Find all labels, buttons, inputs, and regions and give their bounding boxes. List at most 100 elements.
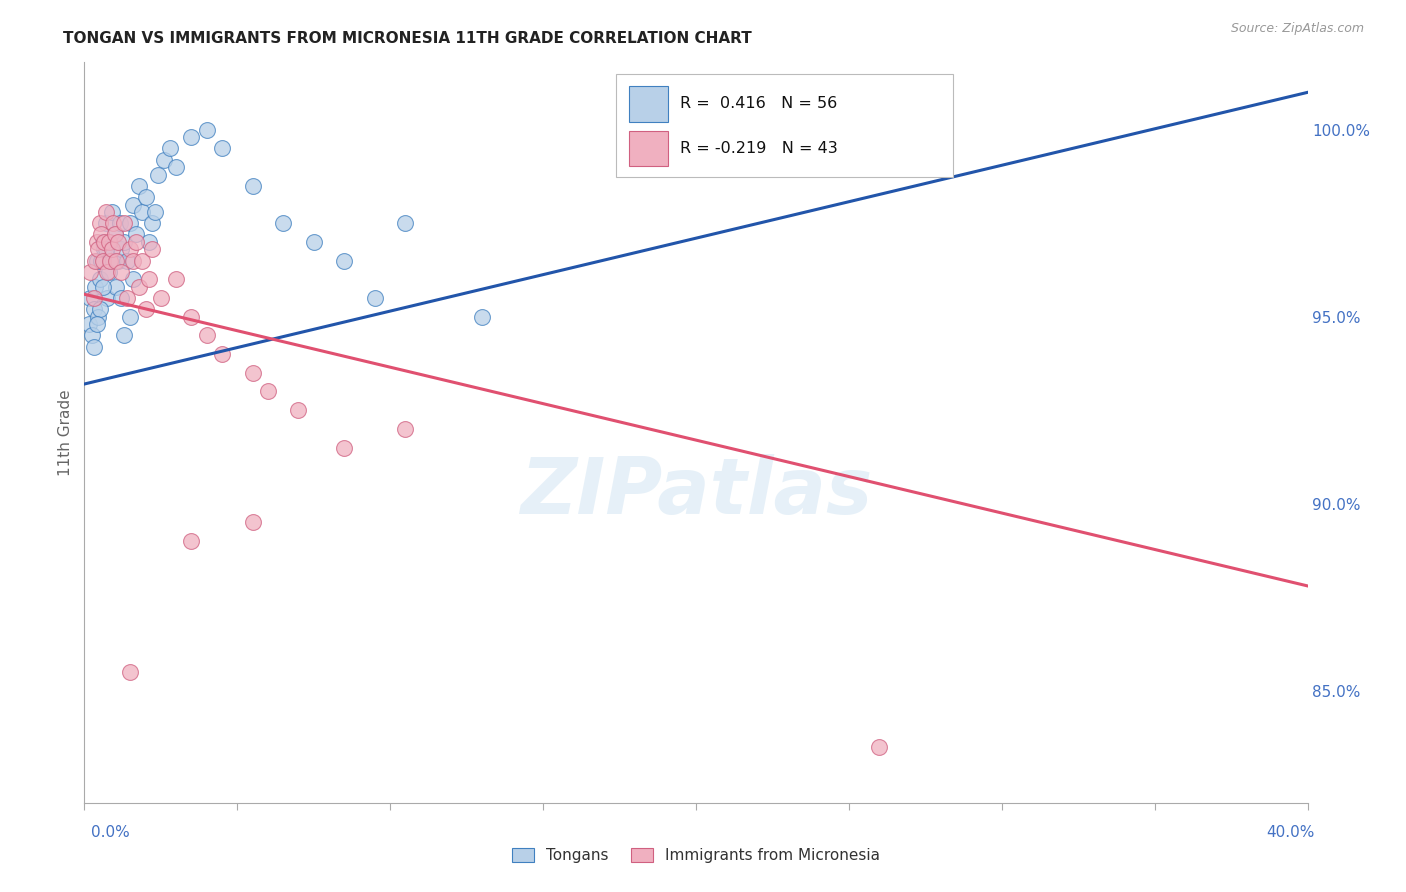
Point xyxy=(135,302,157,317)
Point xyxy=(138,235,160,249)
Point xyxy=(84,280,107,294)
Text: ZIPatlas: ZIPatlas xyxy=(520,454,872,530)
Point xyxy=(112,216,135,230)
Point xyxy=(159,141,181,155)
Y-axis label: 11th Grade: 11th Grade xyxy=(58,389,73,476)
Point xyxy=(141,216,163,230)
Point xyxy=(89,216,111,230)
Point xyxy=(120,310,142,324)
Point xyxy=(94,216,117,230)
Point xyxy=(91,280,114,294)
Point xyxy=(80,328,103,343)
Point xyxy=(104,227,127,242)
Point xyxy=(146,168,169,182)
Point xyxy=(112,328,135,343)
Point xyxy=(149,291,172,305)
Point xyxy=(104,227,127,242)
Bar xyxy=(628,87,668,121)
Point xyxy=(128,178,150,193)
Point xyxy=(87,243,110,257)
Bar xyxy=(616,73,953,178)
Point xyxy=(96,291,118,305)
Point xyxy=(94,205,117,219)
Bar xyxy=(628,130,668,166)
Point xyxy=(165,272,187,286)
Point xyxy=(242,366,264,380)
Point xyxy=(84,253,107,268)
Point xyxy=(93,243,115,257)
Point xyxy=(101,243,124,257)
Point xyxy=(110,243,132,257)
Point xyxy=(180,130,202,145)
Point xyxy=(125,227,148,242)
Point xyxy=(122,197,145,211)
Point xyxy=(211,347,233,361)
Text: R =  0.416   N = 56: R = 0.416 N = 56 xyxy=(681,96,838,112)
Point xyxy=(96,265,118,279)
Point xyxy=(122,253,145,268)
Point xyxy=(394,422,416,436)
Point xyxy=(195,328,218,343)
Point xyxy=(120,243,142,257)
Point xyxy=(112,235,135,249)
Text: 0.0%: 0.0% xyxy=(91,825,131,840)
Point xyxy=(242,178,264,193)
Point xyxy=(257,384,280,399)
Point xyxy=(97,235,120,249)
Point xyxy=(125,235,148,249)
Point xyxy=(135,190,157,204)
Point xyxy=(115,291,138,305)
Point xyxy=(120,216,142,230)
Point xyxy=(394,216,416,230)
Point xyxy=(869,739,891,754)
Point xyxy=(101,205,124,219)
Point xyxy=(120,665,142,679)
Point xyxy=(131,253,153,268)
Text: Source: ZipAtlas.com: Source: ZipAtlas.com xyxy=(1230,22,1364,36)
Point xyxy=(180,310,202,324)
Point xyxy=(89,272,111,286)
Point xyxy=(98,235,121,249)
Point xyxy=(195,122,218,136)
Point xyxy=(122,272,145,286)
Point xyxy=(107,235,129,249)
Point xyxy=(86,235,108,249)
Point xyxy=(128,280,150,294)
Point xyxy=(97,265,120,279)
Point xyxy=(108,216,131,230)
Point xyxy=(110,291,132,305)
Point xyxy=(180,534,202,549)
Point xyxy=(115,253,138,268)
Point xyxy=(333,253,356,268)
Point xyxy=(77,317,100,331)
Point xyxy=(302,235,325,249)
Point xyxy=(90,253,112,268)
Point xyxy=(90,227,112,242)
Point xyxy=(91,253,114,268)
Point xyxy=(105,253,128,268)
Point xyxy=(98,253,121,268)
Point xyxy=(83,302,105,317)
Point xyxy=(79,265,101,279)
Point xyxy=(103,253,125,268)
Point xyxy=(94,243,117,257)
Text: 40.0%: 40.0% xyxy=(1267,825,1315,840)
Point xyxy=(87,310,110,324)
Text: R = -0.219   N = 43: R = -0.219 N = 43 xyxy=(681,141,838,156)
Legend: Tongans, Immigrants from Micronesia: Tongans, Immigrants from Micronesia xyxy=(506,842,886,869)
Point xyxy=(364,291,387,305)
Point xyxy=(86,253,108,268)
Text: TONGAN VS IMMIGRANTS FROM MICRONESIA 11TH GRADE CORRELATION CHART: TONGAN VS IMMIGRANTS FROM MICRONESIA 11T… xyxy=(63,31,752,46)
Point xyxy=(79,291,101,305)
Point xyxy=(83,340,105,354)
Point xyxy=(287,403,309,417)
Point xyxy=(105,280,128,294)
Point xyxy=(86,317,108,331)
Point xyxy=(271,216,294,230)
Point xyxy=(141,243,163,257)
Point xyxy=(153,153,176,167)
Point xyxy=(165,160,187,174)
Point xyxy=(143,205,166,219)
Point xyxy=(471,310,494,324)
Point xyxy=(107,253,129,268)
